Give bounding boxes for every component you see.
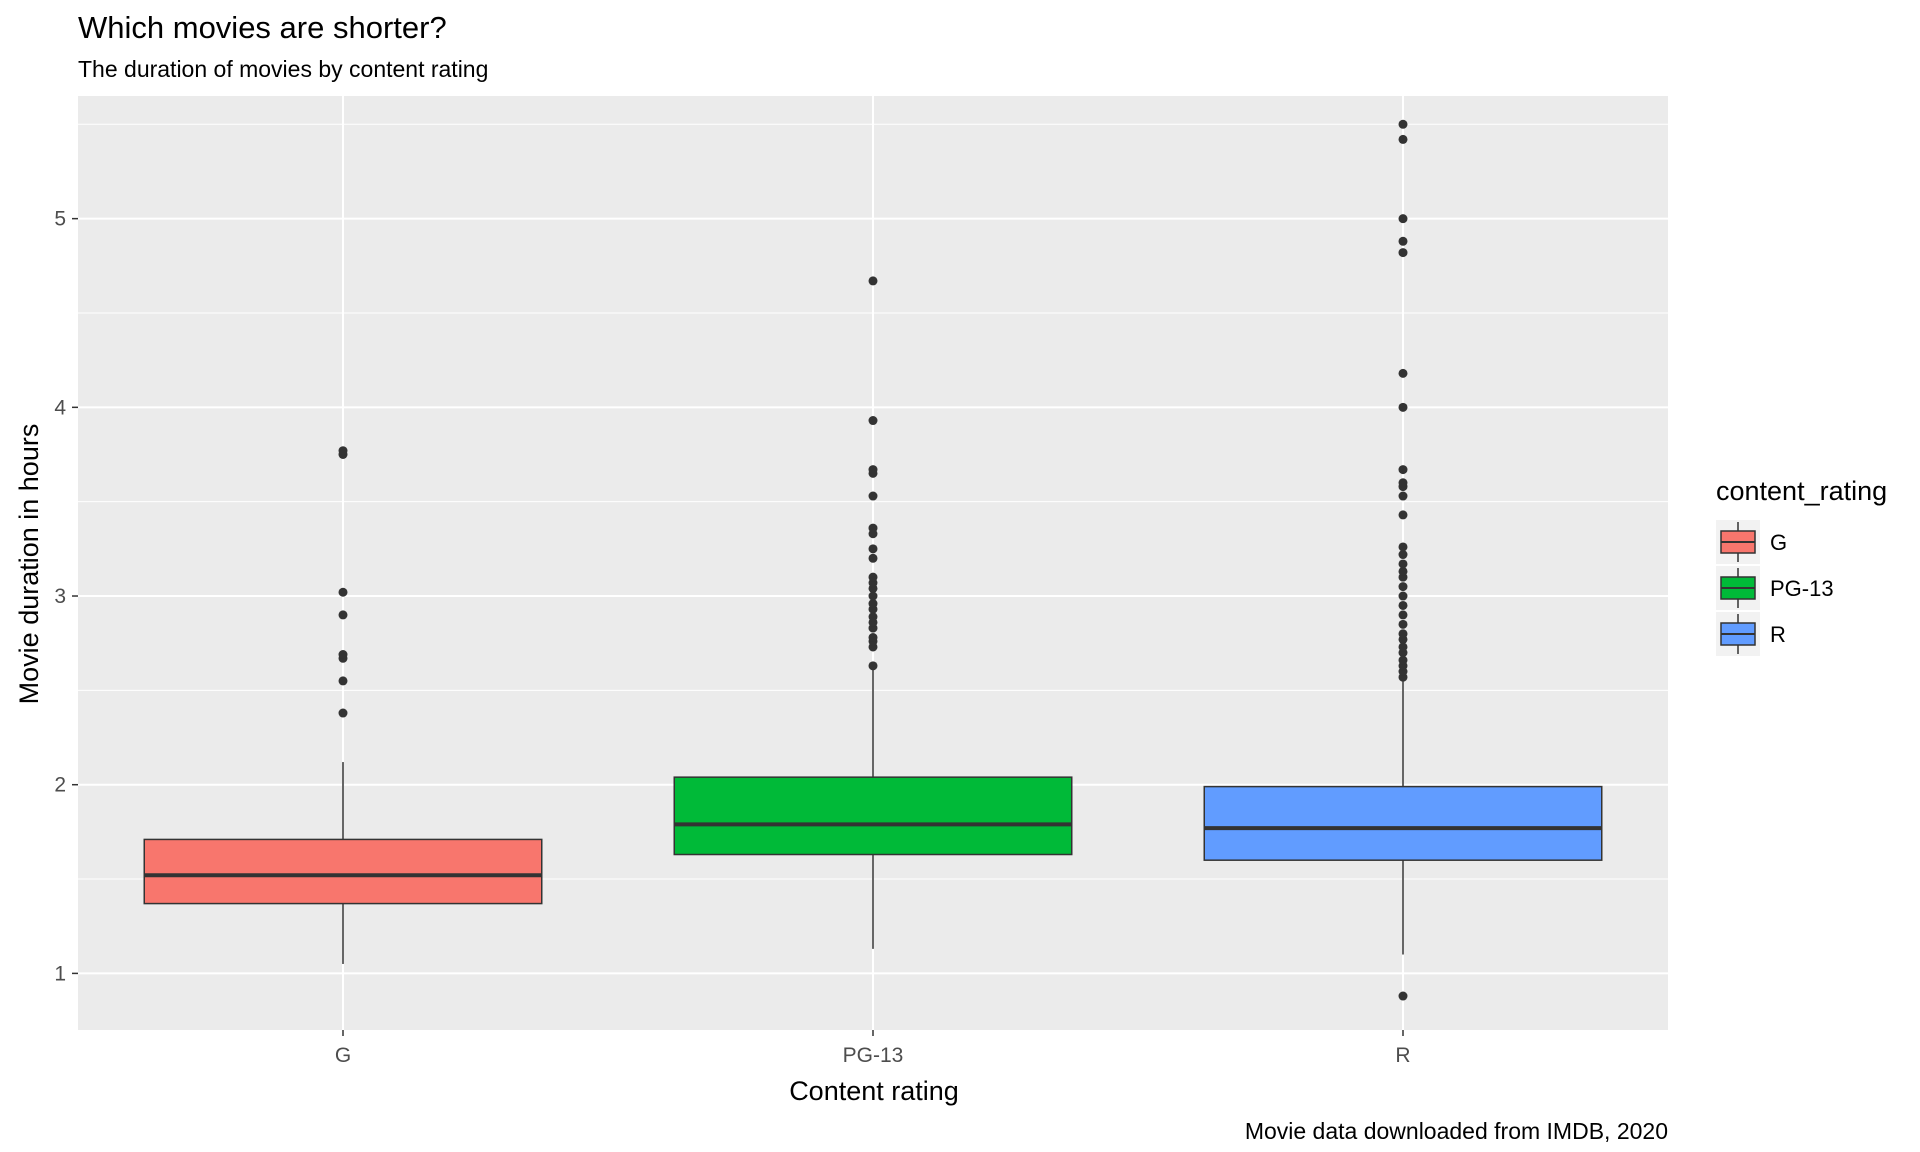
x-axis-title: Content rating (789, 1076, 959, 1106)
chart-caption: Movie data downloaded from IMDB, 2020 (1245, 1118, 1668, 1144)
outlier-point (1398, 629, 1408, 639)
outlier-point (868, 572, 878, 582)
outlier-point (1398, 236, 1408, 246)
outlier-point (1398, 491, 1408, 501)
outlier-point (1398, 610, 1408, 620)
outlier-point (868, 633, 878, 643)
outlier-point (1398, 465, 1408, 475)
outlier-point (868, 591, 878, 601)
box-iqr (1203, 785, 1603, 861)
outlier-point (338, 708, 348, 718)
y-tick-label: 5 (54, 208, 66, 231)
y-tick-label: 3 (54, 585, 66, 608)
legend-label: G (1770, 530, 1787, 555)
legend-label: PG-13 (1770, 576, 1834, 601)
outlier-point (338, 446, 348, 456)
outlier-point (1398, 478, 1408, 488)
outlier-point (1398, 542, 1408, 552)
outlier-point (868, 599, 878, 609)
legend-entry-pg-13: PG-13 (1716, 566, 1834, 610)
boxplot-r (1203, 119, 1603, 1001)
outlier-point (868, 416, 878, 426)
chart-title: Which movies are shorter? (78, 10, 447, 45)
box-iqr (673, 776, 1073, 856)
boxplot-pg-13 (673, 276, 1073, 949)
legend-entry-g: G (1716, 520, 1787, 564)
box-iqr (143, 838, 543, 905)
outlier-point (1398, 619, 1408, 629)
outlier-point (868, 553, 878, 563)
outlier-point (1398, 642, 1408, 652)
x-tick-label: G (335, 1044, 351, 1067)
y-tick-label: 4 (54, 396, 66, 419)
outlier-point (1398, 655, 1408, 665)
legend-label: R (1770, 622, 1786, 647)
outlier-point (868, 661, 878, 671)
outlier-point (338, 676, 348, 686)
boxplot-g (143, 446, 543, 964)
outlier-point (338, 650, 348, 660)
outlier-point (868, 544, 878, 554)
outlier-point (1398, 591, 1408, 601)
outlier-point (868, 465, 878, 475)
outlier-point (1398, 248, 1408, 258)
outlier-point (1398, 566, 1408, 576)
outlier-point (868, 612, 878, 622)
outlier-point (1398, 582, 1408, 592)
outlier-point (1398, 368, 1408, 378)
outlier-point (868, 491, 878, 501)
outlier-point (1398, 600, 1408, 610)
outlier-point (1398, 119, 1408, 129)
y-tick-label: 2 (54, 774, 66, 797)
chart-subtitle: The duration of movies by content rating (78, 56, 488, 82)
outlier-point (868, 276, 878, 286)
outlier-point (1398, 134, 1408, 144)
y-tick-label: 1 (54, 962, 66, 985)
legend-title: content_rating (1716, 476, 1887, 506)
y-axis-title: Movie duration in hours (14, 424, 44, 705)
outlier-point (1398, 550, 1408, 560)
x-tick-label: PG-13 (843, 1044, 904, 1067)
outlier-point (1398, 214, 1408, 224)
outlier-point (1398, 991, 1408, 1001)
outlier-point (1398, 510, 1408, 520)
outlier-point (1398, 402, 1408, 412)
x-tick-label: R (1395, 1044, 1410, 1067)
outlier-point (1398, 559, 1408, 569)
outlier-point (868, 523, 878, 533)
outlier-point (338, 587, 348, 597)
legend-entry-r: R (1716, 612, 1786, 656)
outlier-point (338, 610, 348, 620)
